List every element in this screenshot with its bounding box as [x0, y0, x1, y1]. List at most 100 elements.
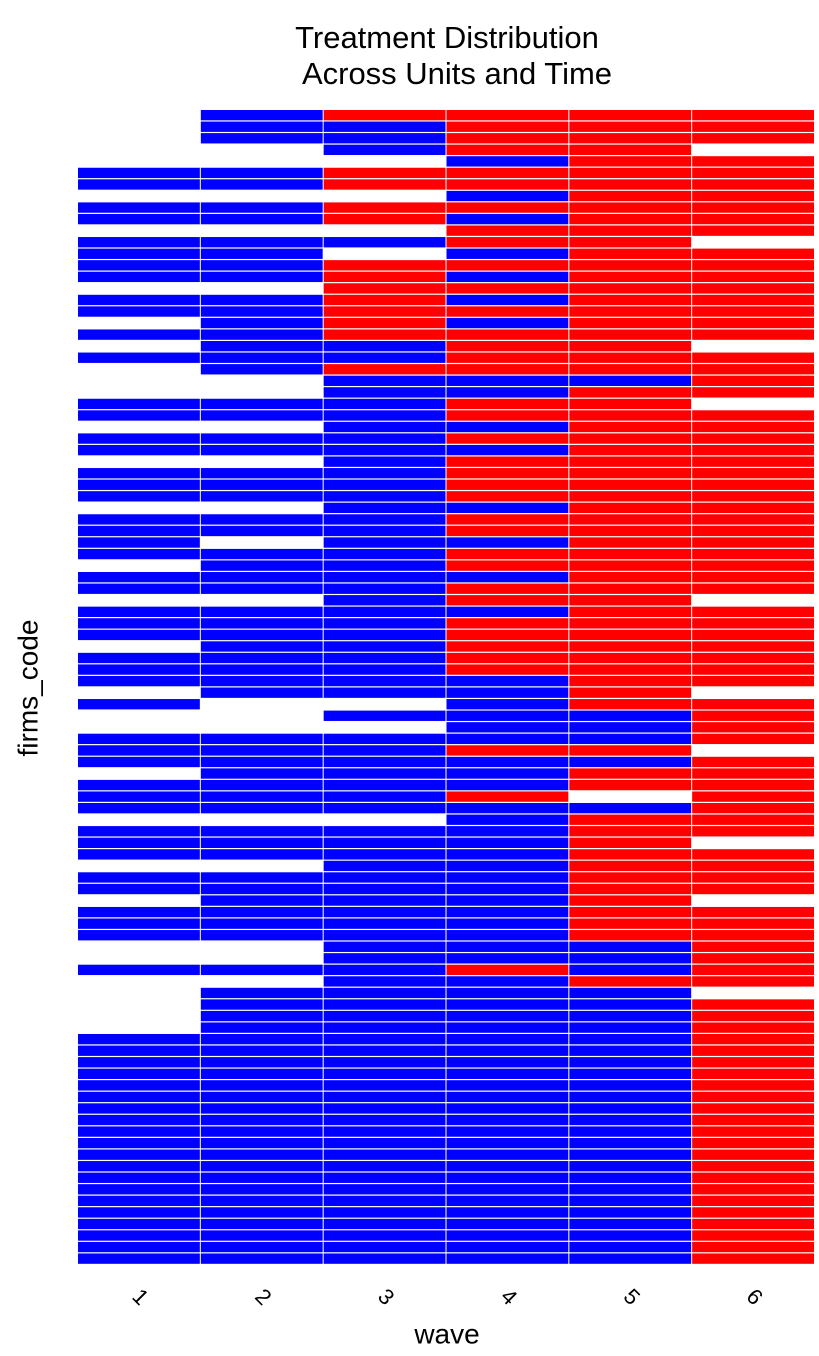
cell: [446, 872, 569, 883]
cell: [200, 733, 323, 745]
cell: [78, 433, 200, 444]
cell: [78, 479, 200, 490]
cell: [446, 179, 569, 190]
cell: [569, 548, 692, 560]
cell: [78, 294, 200, 306]
cell: [569, 317, 692, 329]
cell: [78, 1137, 200, 1149]
cell: [446, 421, 569, 433]
cell: [446, 1241, 569, 1253]
cell: [78, 756, 200, 768]
cell: [446, 1068, 569, 1079]
cell: [78, 352, 200, 363]
cell: [692, 930, 814, 941]
cell: [200, 1195, 323, 1207]
cell: [200, 895, 323, 906]
cell: [569, 837, 692, 848]
cell: [78, 306, 200, 317]
cell: [200, 745, 323, 756]
cell: [692, 1045, 814, 1056]
cell: [200, 491, 323, 502]
cell: [569, 987, 692, 999]
cell: [569, 190, 692, 202]
cell: [78, 1114, 200, 1126]
cell: [569, 699, 692, 710]
cell: [446, 733, 569, 745]
cell: [323, 918, 446, 929]
cell: [323, 110, 446, 121]
cell: [323, 733, 446, 745]
cell: [692, 964, 814, 976]
cell: [569, 213, 692, 225]
cell: [323, 1184, 446, 1195]
cell: [200, 872, 323, 883]
cell: [200, 306, 323, 317]
x-tick-label: 4: [496, 1284, 522, 1310]
cell: [200, 294, 323, 306]
cell: [323, 260, 446, 271]
cell: [78, 733, 200, 745]
cell: [323, 502, 446, 514]
cell: [323, 953, 446, 964]
cell: [446, 1091, 569, 1103]
cell: [323, 1137, 446, 1149]
cell: [446, 1184, 569, 1195]
cell: [446, 941, 569, 952]
cell: [323, 468, 446, 479]
cell: [569, 364, 692, 375]
cell: [692, 364, 814, 375]
cell: [692, 225, 814, 236]
cell: [446, 803, 569, 814]
cell: [78, 1241, 200, 1253]
cell: [200, 317, 323, 329]
cell: [78, 930, 200, 941]
cell: [200, 803, 323, 814]
cell: [78, 1045, 200, 1056]
cell: [200, 918, 323, 929]
cell: [78, 906, 200, 918]
cell: [446, 1218, 569, 1230]
cell: [323, 1126, 446, 1137]
cell: [446, 387, 569, 398]
cell: [200, 1137, 323, 1149]
cell: [446, 1080, 569, 1091]
cell: [200, 652, 323, 664]
cell: [692, 387, 814, 398]
cell: [692, 664, 814, 675]
cell: [692, 1114, 814, 1126]
cell: [569, 733, 692, 745]
cell: [692, 433, 814, 444]
cell: [323, 1230, 446, 1241]
cell: [446, 930, 569, 941]
cell: [78, 1195, 200, 1207]
cell: [692, 1184, 814, 1195]
cell: [692, 294, 814, 306]
cell: [323, 537, 446, 548]
cell: [323, 1172, 446, 1183]
cell: [78, 664, 200, 675]
cell: [569, 1195, 692, 1207]
cell: [200, 560, 323, 571]
cell: [78, 883, 200, 895]
cell: [323, 479, 446, 490]
cell: [446, 1057, 569, 1068]
cell: [200, 629, 323, 641]
cell: [446, 329, 569, 340]
cell: [323, 860, 446, 872]
cell: [446, 1195, 569, 1207]
cell: [446, 213, 569, 225]
cell: [446, 606, 569, 617]
cell: [569, 491, 692, 502]
cell: [78, 329, 200, 340]
cell: [692, 468, 814, 479]
cell: [569, 110, 692, 121]
cell: [200, 849, 323, 860]
cell: [446, 1034, 569, 1045]
cell: [569, 745, 692, 756]
cell: [446, 722, 569, 733]
cell: [78, 237, 200, 248]
cell: [323, 514, 446, 525]
cell: [446, 190, 569, 202]
cell: [446, 1022, 569, 1033]
